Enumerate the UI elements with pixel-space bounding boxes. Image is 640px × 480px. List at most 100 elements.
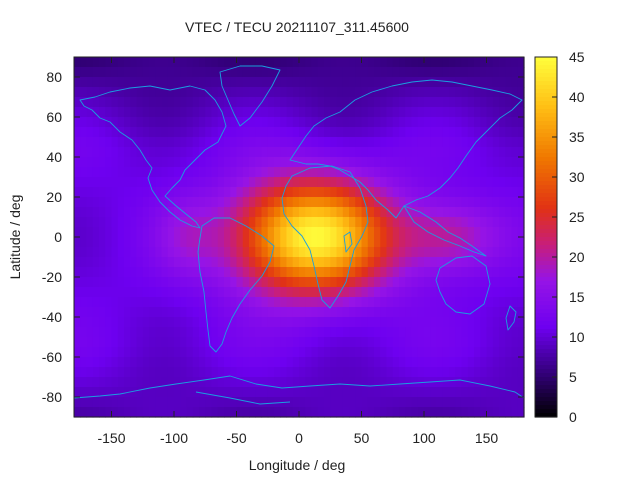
heatmap-cell	[436, 57, 444, 68]
heatmap-cell	[211, 157, 219, 168]
heatmap-cell	[342, 407, 350, 418]
heatmap-cell	[136, 237, 144, 248]
heatmap-cell	[211, 167, 219, 178]
heatmap-cell	[411, 147, 419, 158]
heatmap-cell	[361, 137, 369, 148]
heatmap-cell	[299, 157, 306, 168]
colorbar-segment	[535, 197, 557, 202]
heatmap-cell	[386, 107, 394, 118]
heatmap-cell	[274, 127, 281, 138]
heatmap-cell	[486, 407, 494, 418]
heatmap-cell	[355, 267, 363, 278]
heatmap-cell	[261, 57, 269, 68]
heatmap-cell	[274, 197, 281, 208]
heatmap-cell	[486, 307, 494, 318]
heatmap-cell	[105, 187, 113, 198]
heatmap-cell	[274, 307, 281, 318]
heatmap-cell	[436, 107, 444, 118]
heatmap-cell	[499, 217, 506, 228]
heatmap-cell	[205, 107, 213, 118]
heatmap-cell	[399, 407, 406, 418]
heatmap-cell	[167, 57, 175, 68]
heatmap-cell	[174, 97, 181, 108]
heatmap-cell	[386, 177, 394, 188]
heatmap-cell	[224, 377, 231, 388]
heatmap-cell	[474, 97, 481, 108]
heatmap-cell	[474, 387, 481, 398]
colorbar-segment	[535, 257, 557, 262]
heatmap-cell	[311, 137, 319, 148]
colorbar-segment	[535, 401, 557, 406]
heatmap-cell	[336, 317, 344, 328]
heatmap-cell	[399, 97, 406, 108]
heatmap-cell	[461, 187, 469, 198]
heatmap-cell	[274, 337, 281, 348]
heatmap-cell	[317, 147, 325, 158]
heatmap-cell	[149, 307, 156, 318]
heatmap-cell	[192, 187, 200, 198]
heatmap-cell	[361, 287, 369, 298]
heatmap-cell	[249, 297, 256, 308]
heatmap-cell	[455, 137, 463, 148]
heatmap-cell	[492, 257, 500, 268]
heatmap-cell	[255, 147, 263, 158]
heatmap-cell	[499, 167, 506, 178]
heatmap-cell	[167, 87, 175, 98]
heatmap-cell	[380, 337, 388, 348]
heatmap-cell	[380, 57, 388, 68]
colorbar-segment	[535, 333, 557, 338]
heatmap-cell	[117, 337, 125, 348]
heatmap-cell	[149, 97, 156, 108]
heatmap-cell	[292, 317, 300, 328]
heatmap-cell	[280, 337, 288, 348]
heatmap-cell	[161, 127, 169, 138]
heatmap-cell	[292, 167, 300, 178]
heatmap-cell	[349, 207, 356, 218]
heatmap-cell	[86, 227, 94, 238]
heatmap-cell	[330, 337, 338, 348]
heatmap-cell	[517, 407, 525, 418]
heatmap-cell	[349, 67, 356, 78]
heatmap-cell	[480, 377, 488, 388]
heatmap-cell	[442, 107, 450, 118]
heatmap-cell	[180, 277, 188, 288]
heatmap-cell	[305, 217, 313, 228]
heatmap-cell	[405, 197, 413, 208]
heatmap-cell	[155, 97, 163, 108]
heatmap-cell	[461, 217, 469, 228]
heatmap-cell	[199, 367, 206, 378]
heatmap-cell	[130, 197, 138, 208]
heatmap-cell	[442, 217, 450, 228]
heatmap-cell	[317, 257, 325, 268]
heatmap-cell	[342, 297, 350, 308]
heatmap-cell	[311, 57, 319, 68]
heatmap-cell	[80, 197, 88, 208]
heatmap-cell	[317, 317, 325, 328]
heatmap-cell	[149, 377, 156, 388]
heatmap-cell	[105, 77, 113, 88]
heatmap-cell	[205, 367, 213, 378]
heatmap-cell	[142, 277, 150, 288]
heatmap-cell	[317, 277, 325, 288]
heatmap-cell	[267, 307, 275, 318]
heatmap-cell	[424, 227, 431, 238]
heatmap-cell	[324, 247, 331, 258]
x-tick-label: 50	[354, 430, 370, 446]
heatmap-cell	[417, 337, 425, 348]
heatmap-cell	[367, 197, 375, 208]
heatmap-cell	[361, 237, 369, 248]
heatmap-cell	[399, 147, 406, 158]
heatmap-cell	[161, 197, 169, 208]
heatmap-cell	[174, 297, 181, 308]
heatmap-cell	[155, 317, 163, 328]
heatmap-cell	[86, 137, 94, 148]
heatmap-cell	[342, 347, 350, 358]
colorbar-segment	[535, 397, 557, 402]
heatmap-cell	[461, 137, 469, 148]
heatmap-cell	[336, 187, 344, 198]
heatmap-cell	[474, 287, 481, 298]
heatmap-cell	[86, 177, 94, 188]
heatmap-cell	[436, 137, 444, 148]
heatmap-cell	[86, 107, 94, 118]
heatmap-cell	[405, 287, 413, 298]
